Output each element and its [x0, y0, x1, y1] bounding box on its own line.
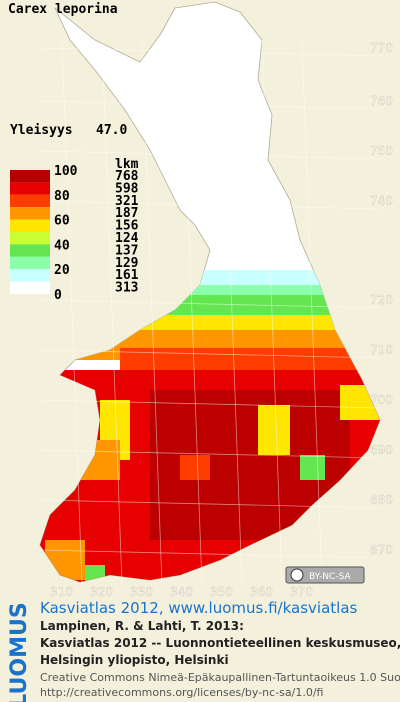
legend-swatch — [10, 281, 50, 294]
legend-count: 137 — [115, 243, 138, 258]
y-grid-label: 700 — [370, 393, 393, 407]
legend-swatch — [10, 269, 50, 282]
x-grid-label: 320 — [90, 585, 113, 599]
y-grid-label: 690 — [370, 443, 393, 457]
title: Carex leporina — [8, 2, 118, 17]
y-grid-label: 670 — [370, 543, 393, 557]
legend-scale: 20 — [54, 263, 70, 278]
legend-count: 768 — [115, 169, 139, 184]
grid-line — [101, 39, 123, 586]
y-grid-label: 680 — [370, 493, 393, 507]
y-grid-label: 710 — [370, 343, 393, 357]
legend-swatch — [10, 207, 50, 220]
y-grid-label: 770 — [370, 41, 393, 55]
legend-swatch — [10, 194, 50, 208]
license-badge-text: BY-NC-SA — [309, 572, 352, 582]
license-badge: BY-NC-SA — [285, 566, 365, 584]
y-grid-label: 760 — [370, 94, 393, 108]
grid-line — [301, 39, 323, 586]
grid — [39, 39, 381, 586]
legend-scale: 40 — [54, 238, 70, 253]
grid-line — [261, 39, 283, 586]
y-grid-label: 720 — [370, 293, 393, 307]
legend-count: 161 — [115, 268, 139, 283]
x-grid-label: 350 — [210, 585, 233, 599]
grid-line — [39, 399, 381, 409]
frequency-value: 47.0 — [96, 123, 127, 138]
citation-line: Kasviatlas 2012 -- Luonnontieteellinen k… — [40, 636, 400, 650]
legend-swatch — [10, 219, 50, 232]
grid-line — [39, 549, 381, 559]
grid-line — [39, 150, 381, 160]
legend-scale: 60 — [54, 214, 70, 229]
legend-count: 313 — [115, 281, 138, 296]
x-grid-label: 370 — [290, 585, 313, 599]
grid-line — [61, 39, 83, 586]
grid-line — [181, 39, 203, 586]
grid-line — [39, 499, 381, 509]
grid-line — [141, 39, 163, 586]
legend-swatch — [10, 182, 50, 195]
license-line: http://creativecommons.org/licenses/by-n… — [40, 686, 323, 699]
license-line: Creative Commons Nimeä-Epäkaupallinen-Ta… — [40, 671, 400, 684]
grid-line — [39, 299, 381, 309]
grid-line — [39, 100, 381, 110]
legend-count: 598 — [115, 181, 139, 196]
legend-count: 129 — [115, 256, 138, 271]
logo: LUOMUS — [7, 602, 32, 702]
y-grid-label: 750 — [370, 144, 393, 158]
legend-swatch — [10, 170, 50, 183]
legend-scale: 80 — [54, 189, 70, 204]
x-grid-label: 310 — [50, 585, 73, 599]
x-grid-label: 360 — [250, 585, 273, 599]
legend-swatch — [10, 232, 50, 245]
legend-scale: 0 — [54, 288, 62, 303]
x-grid-label: 330 — [130, 585, 153, 599]
legend-scale: 100 — [54, 164, 78, 179]
citation-line: Helsingin yliopisto, Helsinki — [40, 653, 229, 667]
legend-swatch — [10, 244, 50, 257]
y-grid-label: 740 — [370, 194, 393, 208]
count-header: lkm — [115, 157, 139, 172]
citation-line: Lampinen, R. & Lahti, T. 2013: — [40, 619, 244, 633]
legend-swatch — [10, 256, 50, 270]
legend-count: 187 — [115, 206, 138, 221]
grid-line — [39, 200, 381, 210]
frequency-label: Yleisyys — [10, 123, 73, 138]
grid-line — [221, 39, 243, 586]
grid-line — [39, 349, 381, 359]
grid-labels: 770 760 750 740 720 710 700 690 680 670 310 320 330 3… — [50, 41, 393, 599]
legend-count: 124 — [115, 231, 139, 246]
legend-count: 156 — [115, 219, 139, 234]
x-grid-label: 340 — [170, 585, 193, 599]
link: Kasviatlas 2012, www.luomus.fi/kasviatla… — [40, 599, 358, 617]
grid-line — [39, 47, 381, 57]
legend-count: 321 — [115, 194, 139, 209]
grid-line — [39, 449, 381, 459]
